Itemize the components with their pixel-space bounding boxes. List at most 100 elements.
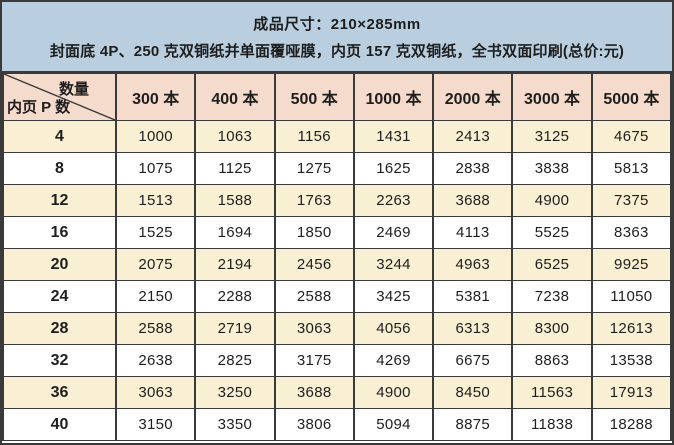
price-cell: 1275 (273, 152, 355, 185)
price-cell: 11050 (590, 280, 672, 313)
price-cell: 5813 (590, 152, 672, 185)
row-header-pages: 16 (2, 216, 117, 249)
price-cell: 2638 (114, 344, 197, 377)
table-row: 16 1525 1694 1850 2469 4113 5525 8363 (2, 216, 672, 249)
price-cell: 8450 (432, 376, 514, 409)
price-cell: 9925 (590, 248, 672, 281)
price-table: 数量 内页 P 数 300 本 400 本 500 本 1000 本 2000 本 300… (2, 73, 672, 441)
price-cell: 8875 (432, 408, 514, 441)
price-cell: 1125 (194, 152, 276, 185)
price-cell: 4900 (352, 376, 435, 409)
column-header-quantity: 2000 本 (432, 73, 514, 121)
pages-axis-label: 内页 P 数 (7, 99, 71, 116)
price-cell: 7375 (590, 184, 672, 217)
table-row: 24 2150 2288 2588 3425 5381 7238 11050 (2, 280, 672, 313)
price-cell: 2456 (273, 248, 355, 281)
price-cell: 8300 (511, 312, 593, 345)
price-cell: 3175 (273, 344, 355, 377)
table-row: 28 2588 2719 3063 4056 6313 8300 12613 (2, 312, 672, 345)
price-cell: 1625 (352, 152, 435, 185)
price-cell: 3063 (114, 376, 197, 409)
table-caption: 成品尺寸：210×285mm 封面底 4P、250 克双铜纸并单面覆哑膜，内页 … (2, 2, 672, 73)
price-cell: 3244 (352, 248, 435, 281)
quantity-axis-label: 数量 (58, 81, 89, 98)
table-row: 20 2075 2194 2456 3244 4963 6525 9925 (2, 248, 672, 281)
spec-description-text: 封面底 4P、250 克双铜纸并单面覆哑膜，内页 157 克双铜纸，全书双面印刷… (49, 42, 625, 60)
price-cell: 1525 (114, 216, 197, 249)
price-cell: 11838 (511, 408, 593, 441)
price-cell: 2263 (352, 184, 435, 217)
price-cell: 1513 (114, 184, 197, 217)
table-row: 12 1513 1588 1763 2263 3688 4900 7375 (2, 184, 672, 217)
row-header-pages: 36 (2, 376, 117, 409)
price-cell: 1588 (194, 184, 276, 217)
column-header-quantity: 5000 本 (590, 73, 672, 121)
price-cell: 1763 (273, 184, 355, 217)
price-cell: 1431 (352, 120, 435, 153)
price-cell: 6313 (432, 312, 514, 345)
price-cell: 4900 (511, 184, 593, 217)
table-row: 8 1075 1125 1275 1625 2838 3838 5813 (2, 152, 672, 185)
row-header-pages: 28 (2, 312, 117, 345)
table-row: 4 1000 1063 1156 1431 2413 3125 4675 (2, 120, 672, 153)
price-cell: 8863 (511, 344, 593, 377)
column-header-row: 数量 内页 P 数 300 本 400 本 500 本 1000 本 2000 本 300… (2, 73, 672, 121)
price-cell: 5525 (511, 216, 593, 249)
price-cell: 4963 (432, 248, 514, 281)
price-cell: 5094 (352, 408, 435, 441)
price-cell: 3806 (273, 408, 355, 441)
price-cell: 3838 (511, 152, 593, 185)
price-cell: 5381 (432, 280, 514, 313)
price-cell: 3425 (352, 280, 435, 313)
price-cell: 3350 (194, 408, 276, 441)
price-cell: 3063 (273, 312, 355, 345)
row-header-pages: 8 (2, 152, 117, 185)
price-cell: 4269 (352, 344, 435, 377)
price-cell: 6525 (511, 248, 593, 281)
price-cell: 2150 (114, 280, 197, 313)
column-header-quantity: 500 本 (273, 73, 355, 121)
price-cell: 6675 (432, 344, 514, 377)
price-cell: 1075 (114, 152, 197, 185)
price-cell: 13538 (590, 344, 672, 377)
price-cell: 4113 (432, 216, 514, 249)
price-cell: 4056 (352, 312, 435, 345)
row-header-pages: 32 (2, 344, 117, 377)
price-cell: 2413 (432, 120, 514, 153)
price-cell: 3688 (432, 184, 514, 217)
price-cell: 2719 (194, 312, 276, 345)
price-cell: 2288 (194, 280, 276, 313)
table-row: 32 2638 2825 3175 4269 6675 8863 13538 (2, 344, 672, 377)
product-size-text: 成品尺寸：210×285mm (253, 15, 421, 33)
price-cell: 12613 (590, 312, 672, 345)
price-cell: 17913 (590, 376, 672, 409)
price-cell: 1063 (194, 120, 276, 153)
table-row: 36 3063 3250 3688 4900 8450 11563 17913 (2, 376, 672, 409)
price-cell: 1850 (273, 216, 355, 249)
price-cell: 2825 (194, 344, 276, 377)
price-cell: 7238 (511, 280, 593, 313)
price-cell: 2194 (194, 248, 276, 281)
price-cell: 1000 (114, 120, 197, 153)
price-cell: 1156 (273, 120, 355, 153)
price-cell: 18288 (590, 408, 672, 441)
price-cell: 11563 (511, 376, 593, 409)
row-header-pages: 24 (2, 280, 117, 313)
price-cell: 1694 (194, 216, 276, 249)
row-header-pages: 20 (2, 248, 117, 281)
column-header-quantity: 3000 本 (511, 73, 593, 121)
price-cell: 2469 (352, 216, 435, 249)
corner-header-cell: 数量 内页 P 数 (2, 73, 117, 121)
table-row: 40 3150 3350 3806 5094 8875 11838 18288 (2, 408, 672, 441)
price-cell: 3125 (511, 120, 593, 153)
price-cell: 2075 (114, 248, 197, 281)
price-cell: 8363 (590, 216, 672, 249)
row-header-pages: 4 (2, 120, 117, 153)
price-table-body: 4 1000 1063 1156 1431 2413 3125 4675 8 1075 1125 12… (2, 120, 672, 441)
price-cell: 3250 (194, 376, 276, 409)
row-header-pages: 40 (2, 408, 117, 441)
price-cell: 2588 (114, 312, 197, 345)
diagonal-divider-line (5, 74, 114, 120)
price-cell: 4675 (590, 120, 672, 153)
